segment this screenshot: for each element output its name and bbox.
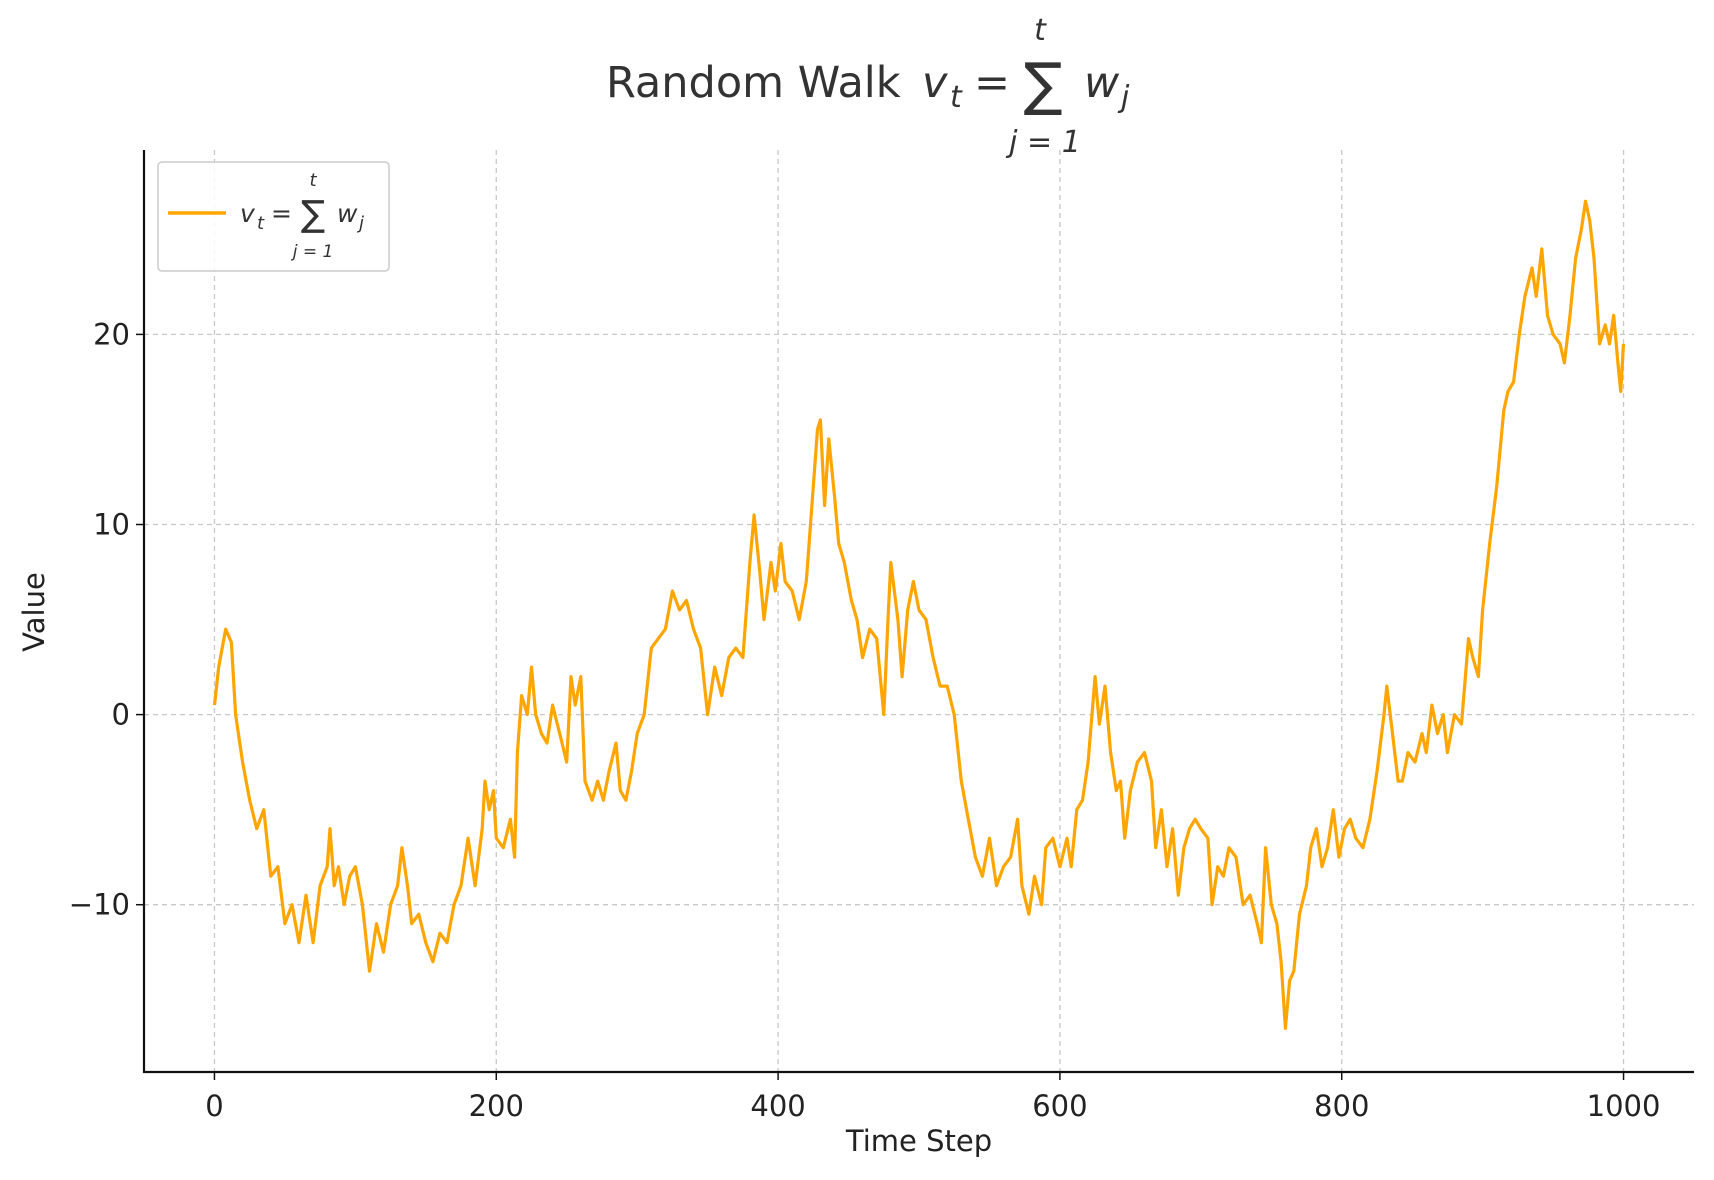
series-layer	[212, 199, 1626, 1030]
y-tick-label: 20	[93, 317, 130, 351]
title-var-sub: t	[950, 80, 963, 115]
x-tick-label: 200	[469, 1089, 524, 1123]
chart-title: Random Walk v t = t ∑ j = 1 w j	[606, 13, 1130, 160]
legend-box	[157, 161, 390, 272]
legend-var-sub: t	[257, 213, 265, 234]
title-prefix: Random Walk	[606, 58, 901, 108]
title-term-sub: j	[1117, 80, 1130, 115]
x-tick-label: 400	[750, 1089, 805, 1123]
x-axis-label: Time Step	[845, 1124, 992, 1158]
series-line-random-walk	[212, 199, 1626, 1030]
y-tick-label: −10	[69, 888, 130, 922]
x-tick-label: 600	[1032, 1089, 1087, 1123]
legend-sum-lower: j = 1	[291, 242, 334, 262]
x-tick-label: 800	[1314, 1089, 1369, 1123]
title-sum-lower: j = 1	[1005, 125, 1081, 160]
title-sum-symbol: ∑	[1023, 50, 1062, 118]
legend-equals: =	[271, 199, 292, 228]
x-tick-label: 1000	[1587, 1089, 1661, 1123]
y-tick-label: 0	[112, 698, 130, 732]
title-term: w	[1084, 58, 1120, 108]
tick-layer: 0 200 400 600 800 1000 −10 0 10 20	[69, 317, 1661, 1123]
title-sum-upper: t	[1034, 13, 1047, 48]
legend-term: w	[337, 199, 358, 228]
x-tick-label: 0	[205, 1089, 223, 1123]
title-equals: =	[974, 58, 1010, 108]
grid-lines	[144, 150, 1694, 1072]
legend: v t = t ∑ j = 1 w j	[157, 161, 390, 272]
title-var: v	[922, 58, 948, 108]
y-axis-label: Value	[17, 572, 51, 652]
legend-sum-symbol: ∑	[301, 194, 325, 235]
legend-sum-upper: t	[309, 170, 317, 191]
legend-term-sub: j	[356, 213, 364, 234]
y-tick-label: 10	[93, 508, 130, 542]
legend-var: v	[240, 199, 256, 228]
